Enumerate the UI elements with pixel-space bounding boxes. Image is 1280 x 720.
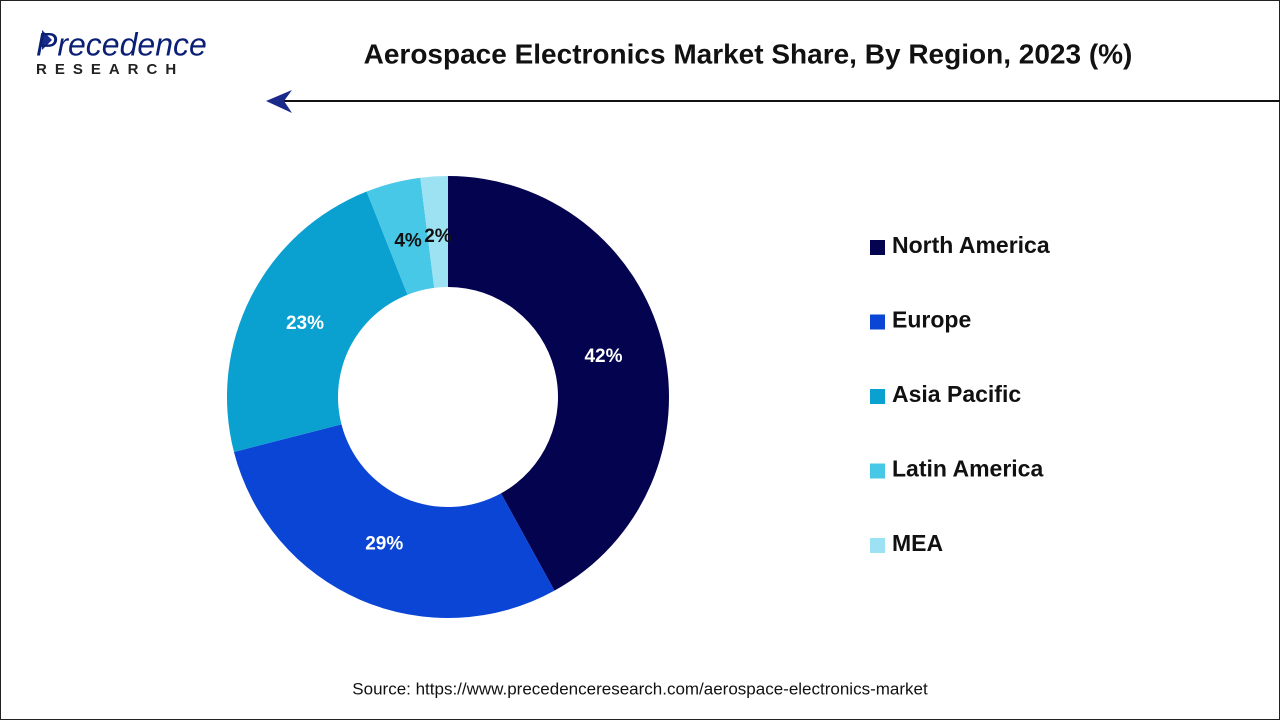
legend-label: Latin America [892, 456, 1043, 482]
legend-swatch [870, 538, 885, 553]
data-label: 23% [286, 313, 324, 334]
logo-icon [42, 30, 52, 50]
wedge [420, 176, 448, 288]
legend-label: Europe [892, 307, 971, 333]
legend-label: North America [892, 232, 1050, 258]
legend-label: Asia Pacific [892, 381, 1021, 407]
data-label: 42% [584, 346, 622, 367]
wedge [366, 177, 435, 295]
data-label: 2% [424, 226, 452, 247]
arrow-head [266, 90, 292, 113]
wedge [448, 176, 670, 591]
logo-name: Precedence [36, 26, 207, 62]
chart-title: Aerospace Electronics Market Share, By R… [364, 38, 1133, 69]
wedge [226, 191, 408, 452]
wedge [233, 424, 555, 618]
legend-swatch [870, 463, 885, 479]
data-label: 29% [365, 533, 403, 554]
source: Source: https://www.precedenceresearch.c… [352, 679, 928, 698]
legend-label: MEA [892, 530, 943, 556]
legend-swatch [870, 240, 885, 255]
data-label: 4% [394, 231, 422, 252]
legend-swatch [870, 389, 885, 404]
logo-sub: RESEARCH [36, 61, 184, 78]
legend-swatch [870, 314, 885, 330]
